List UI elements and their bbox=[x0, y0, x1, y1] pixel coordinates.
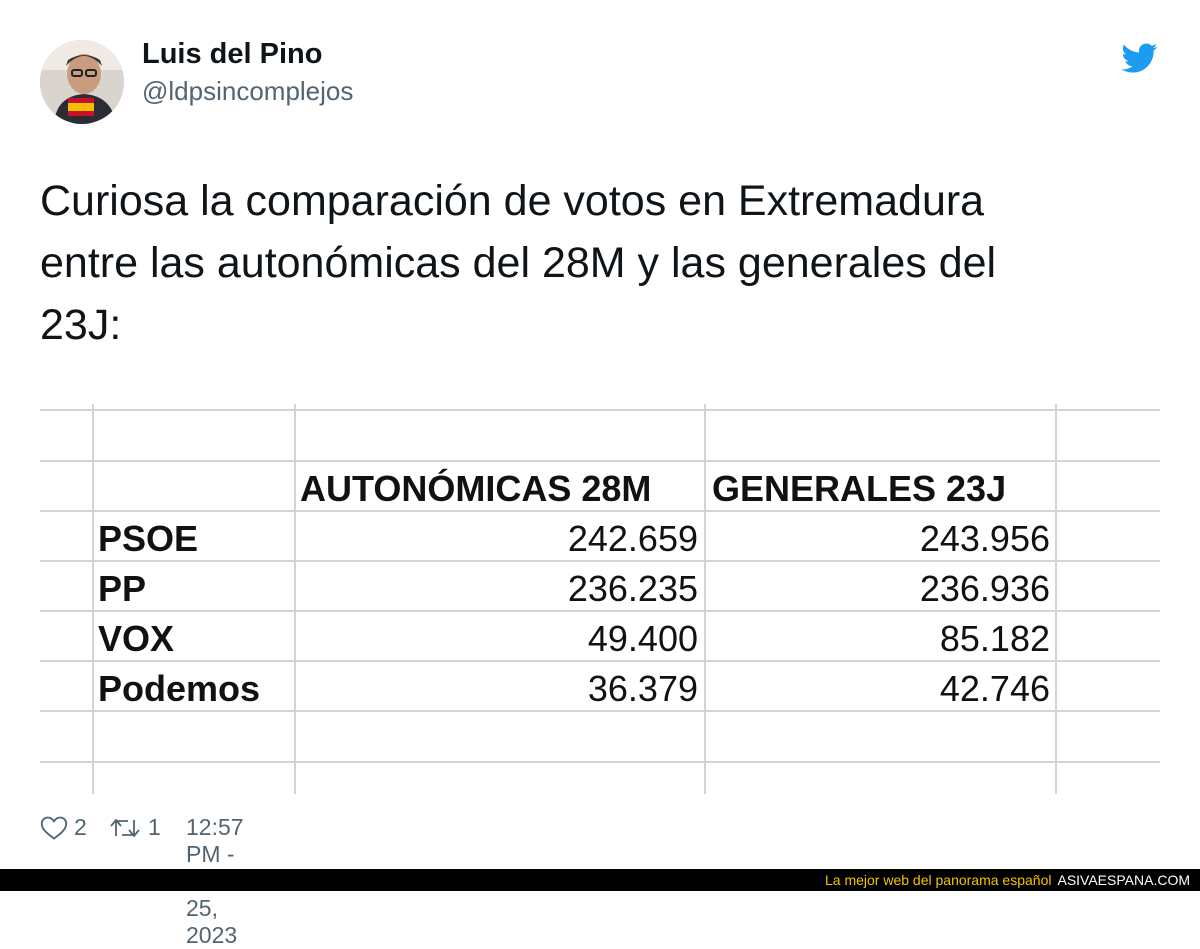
cell-value: 242.659 bbox=[567, 518, 698, 559]
retweet-button[interactable]: 1 bbox=[108, 814, 161, 841]
cell-value: 243.956 bbox=[919, 518, 1050, 559]
row-label-pp: PP bbox=[98, 568, 147, 609]
grid-line bbox=[92, 404, 94, 794]
cell-value: 49.400 bbox=[587, 618, 698, 659]
grid-line bbox=[40, 560, 1160, 562]
row-label-vox: VOX bbox=[98, 618, 175, 659]
spreadsheet-image[interactable]: AUTONÓMICAS 28M GENERALES 23J PSOE 242.6… bbox=[40, 404, 1160, 794]
tweet-text-line: 23J: bbox=[40, 301, 122, 349]
watermark-text: La mejor web del panorama español ASIVAES… bbox=[825, 872, 1190, 888]
avatar[interactable] bbox=[40, 40, 124, 124]
retweet-icon bbox=[110, 818, 140, 837]
row-label-podemos: Podemos bbox=[98, 668, 261, 709]
watermark-slogan: La mejor web del panorama español bbox=[825, 872, 1052, 888]
grid-line bbox=[40, 510, 1160, 512]
cell-value: 42.746 bbox=[939, 668, 1050, 709]
cell-value: 36.379 bbox=[587, 668, 698, 709]
column-header-autonomicas: AUTONÓMICAS 28M bbox=[300, 468, 652, 509]
grid-line bbox=[294, 404, 296, 794]
grid-line bbox=[40, 761, 1160, 763]
grid-line bbox=[40, 460, 1160, 462]
tweet-text-line: entre las autonómicas del 28M y las gene… bbox=[40, 239, 997, 287]
grid-line bbox=[40, 660, 1160, 662]
grid-line bbox=[1055, 404, 1057, 794]
cell-value: 236.235 bbox=[567, 568, 698, 609]
author-name[interactable]: Luis del Pino bbox=[142, 38, 323, 70]
grid-line bbox=[704, 404, 706, 794]
tweet-text-line: Curiosa la comparación de votos en Extre… bbox=[40, 177, 985, 225]
like-button[interactable]: 2 bbox=[40, 814, 87, 841]
watermark-banner: La mejor web del panorama español ASIVAES… bbox=[0, 869, 1200, 891]
author-handle[interactable]: @ldpsincomplejos bbox=[142, 76, 354, 106]
grid-line bbox=[40, 610, 1160, 612]
row-label-psoe: PSOE bbox=[98, 518, 199, 559]
twitter-bird-icon[interactable] bbox=[1120, 40, 1160, 76]
column-header-generales: GENERALES 23J bbox=[712, 468, 1007, 509]
heart-icon bbox=[40, 816, 68, 840]
grid-line bbox=[40, 710, 1160, 712]
cell-value: 236.936 bbox=[919, 568, 1050, 609]
like-count: 2 bbox=[74, 814, 87, 840]
watermark-brand: ASIVAESPANA.COM bbox=[1057, 872, 1190, 888]
retweet-count: 1 bbox=[148, 814, 161, 840]
cell-value: 85.182 bbox=[939, 618, 1050, 659]
tweet-text: Curiosa la comparación de votos en Extre… bbox=[40, 170, 1160, 356]
grid-line bbox=[40, 409, 1160, 411]
